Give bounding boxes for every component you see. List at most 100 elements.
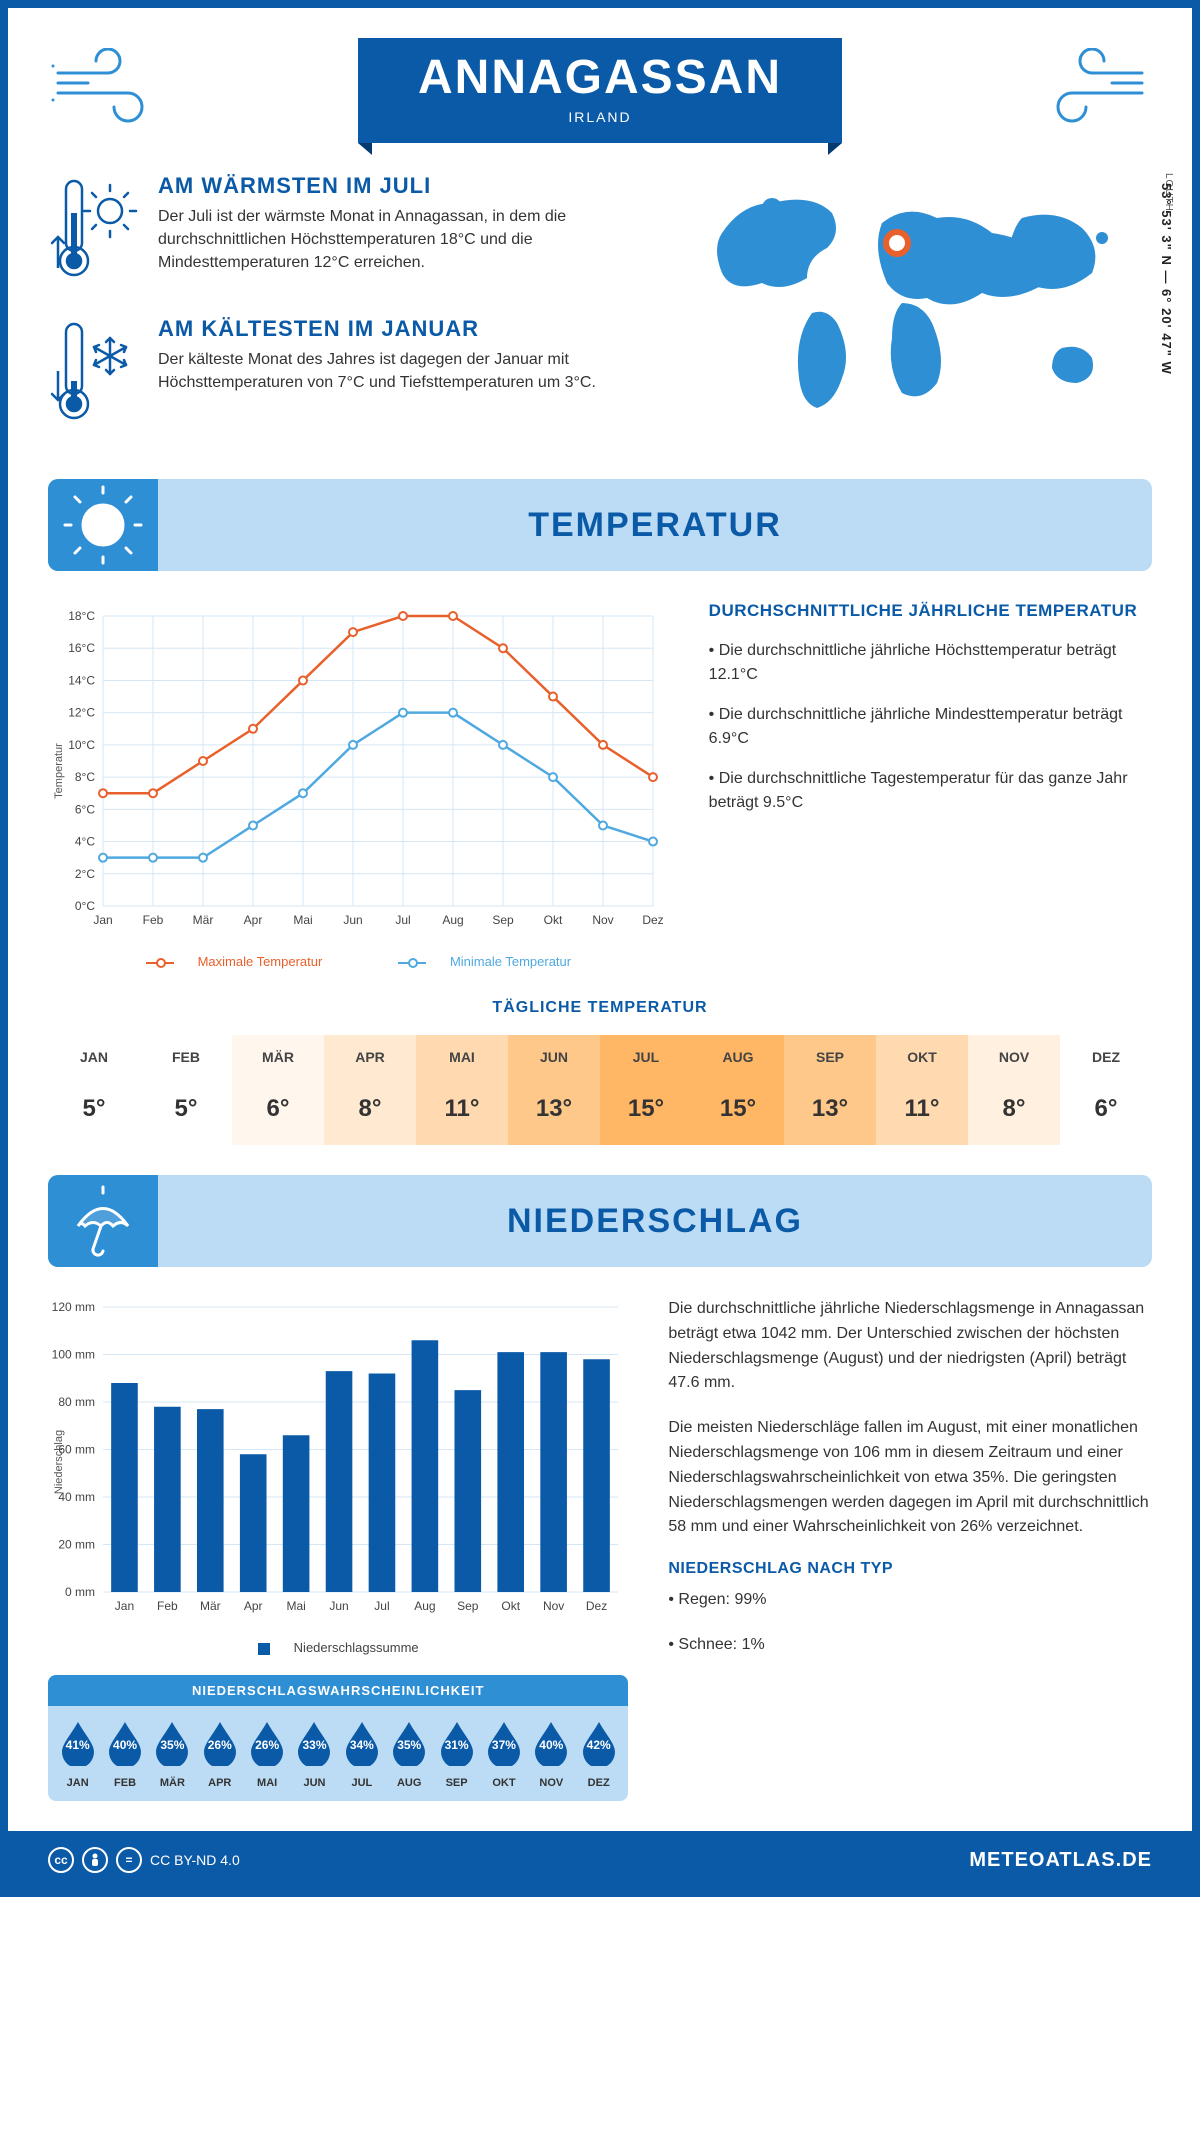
prob-cell: 35%AUG <box>386 1718 433 1789</box>
section-temperature: TEMPERATUR <box>48 479 1152 571</box>
stats-title: DURCHSCHNITTLICHE JÄHRLICHE TEMPERATUR <box>709 601 1152 621</box>
daily-month: JUL <box>600 1035 692 1079</box>
daily-month: OKT <box>876 1035 968 1079</box>
svg-text:Sep: Sep <box>457 1599 479 1613</box>
raindrop-icon: 31% <box>433 1718 480 1771</box>
svg-text:6°C: 6°C <box>75 802 95 816</box>
header: ANNAGASSAN IRLAND <box>48 38 1152 143</box>
prob-value: 33% <box>291 1738 338 1752</box>
legend-precip: Niederschlagssumme <box>294 1640 419 1655</box>
brand: METEOATLAS.DE <box>969 1849 1152 1872</box>
svg-text:Mai: Mai <box>293 913 312 927</box>
prob-month: MÄR <box>149 1777 196 1789</box>
prob-value: 31% <box>433 1738 480 1752</box>
svg-text:Jun: Jun <box>343 913 362 927</box>
daily-month: MÄR <box>232 1035 324 1079</box>
daily-value: 13° <box>508 1079 600 1145</box>
svg-text:Niederschlag: Niederschlag <box>53 1430 65 1494</box>
svg-text:80 mm: 80 mm <box>58 1395 95 1409</box>
fact-text: Der kälteste Monat des Jahres ist dagege… <box>158 348 662 394</box>
prob-cell: 40% FEB <box>101 1718 148 1789</box>
svg-text:Nov: Nov <box>592 913 613 927</box>
svg-text:Apr: Apr <box>244 913 263 927</box>
wind-icon <box>1042 48 1152 133</box>
country-label: IRLAND <box>418 109 782 125</box>
daily-month: SEP <box>784 1035 876 1079</box>
prob-month: JUN <box>291 1777 338 1789</box>
prob-value: 26% <box>243 1738 290 1752</box>
svg-text:100 mm: 100 mm <box>52 1348 95 1362</box>
fact-coldest: AM KÄLTESTEN IM JANUAR Der kälteste Mona… <box>48 316 662 431</box>
prob-month: APR <box>196 1777 243 1789</box>
raindrop-icon: 37% <box>480 1718 527 1771</box>
svg-text:Dez: Dez <box>586 1599 607 1613</box>
raindrop-icon: 42% <box>575 1718 622 1771</box>
prob-value: 37% <box>480 1738 527 1752</box>
prob-cell: 42% DEZ <box>575 1718 622 1789</box>
chart-legend: Maximale Temperatur Minimale Temperatur <box>48 954 669 969</box>
thermometer-cold-icon <box>48 316 138 431</box>
section-precipitation: NIEDERSCHLAG <box>48 1175 1152 1267</box>
prob-cell: 40% NOV <box>528 1718 575 1789</box>
footer: cc = CC BY-ND 4.0 METEOATLAS.DE <box>8 1831 1192 1889</box>
precip-paragraph: Die durchschnittliche jährliche Niedersc… <box>668 1297 1152 1396</box>
daily-value: 6° <box>232 1079 324 1145</box>
fact-text: Der Juli ist der wärmste Monat in Annaga… <box>158 205 662 275</box>
legend-min: Minimale Temperatur <box>450 954 571 969</box>
svg-text:Okt: Okt <box>501 1599 520 1613</box>
raindrop-icon: 35% <box>149 1718 196 1771</box>
thermometer-hot-icon <box>48 173 138 288</box>
stats-line: • Die durchschnittliche jährliche Mindes… <box>709 703 1152 751</box>
svg-text:Temperatur: Temperatur <box>53 743 65 799</box>
by-icon <box>82 1847 108 1873</box>
prob-title: NIEDERSCHLAGSWAHRSCHEINLICHKEIT <box>48 1675 628 1706</box>
prob-month: OKT <box>480 1777 527 1789</box>
raindrop-icon: 40% <box>101 1718 148 1771</box>
prob-month: DEZ <box>575 1777 622 1789</box>
precipitation-chart: 0 mm20 mm40 mm60 mm80 mm100 mm120 mmJanF… <box>48 1297 628 1655</box>
sun-icon <box>48 479 158 571</box>
nd-icon: = <box>116 1847 142 1873</box>
chart-legend: Niederschlagssumme <box>48 1640 628 1655</box>
raindrop-icon: 41% <box>54 1718 101 1771</box>
svg-text:16°C: 16°C <box>68 641 95 655</box>
daily-month: MAI <box>416 1035 508 1079</box>
prob-month: JUL <box>338 1777 385 1789</box>
svg-text:Jun: Jun <box>329 1599 348 1613</box>
svg-text:18°C: 18°C <box>68 609 95 623</box>
daily-temp-table: JANFEBMÄRAPRMAIJUNJULAUGSEPOKTNOVDEZ5°5°… <box>48 1035 1152 1145</box>
fact-title: AM KÄLTESTEN IM JANUAR <box>158 316 662 342</box>
wind-icon <box>48 48 158 133</box>
svg-text:2°C: 2°C <box>75 867 95 881</box>
daily-month: APR <box>324 1035 416 1079</box>
prob-month: FEB <box>101 1777 148 1789</box>
raindrop-icon: 34% <box>338 1718 385 1771</box>
svg-text:Okt: Okt <box>544 913 563 927</box>
prob-cell: 33% JUN <box>291 1718 338 1789</box>
precip-text: Die durchschnittliche jährliche Niedersc… <box>668 1297 1152 1801</box>
prob-month: NOV <box>528 1777 575 1789</box>
daily-value: 11° <box>876 1079 968 1145</box>
daily-value: 5° <box>140 1079 232 1145</box>
svg-text:Mär: Mär <box>200 1599 221 1613</box>
prob-value: 34% <box>338 1738 385 1752</box>
prob-month: AUG <box>386 1777 433 1789</box>
raindrop-icon: 26% <box>243 1718 290 1771</box>
daily-value: 15° <box>600 1079 692 1145</box>
raindrop-icon: 33% <box>291 1718 338 1771</box>
precip-probability-box: NIEDERSCHLAGSWAHRSCHEINLICHKEIT 41%JAN40… <box>48 1675 628 1801</box>
stats-line: • Die durchschnittliche Tagestemperatur … <box>709 767 1152 815</box>
prob-cell: 26%MAI <box>243 1718 290 1789</box>
prob-cell: 34% JUL <box>338 1718 385 1789</box>
daily-month: NOV <box>968 1035 1060 1079</box>
prob-value: 40% <box>528 1738 575 1752</box>
daily-month: DEZ <box>1060 1035 1152 1079</box>
daily-value: 6° <box>1060 1079 1152 1145</box>
svg-text:Sep: Sep <box>492 913 514 927</box>
svg-text:Jan: Jan <box>115 1599 134 1613</box>
cc-icon: cc <box>48 1847 74 1873</box>
svg-text:14°C: 14°C <box>68 673 95 687</box>
svg-text:Aug: Aug <box>442 913 463 927</box>
prob-month: JAN <box>54 1777 101 1789</box>
svg-text:Jul: Jul <box>374 1599 389 1613</box>
